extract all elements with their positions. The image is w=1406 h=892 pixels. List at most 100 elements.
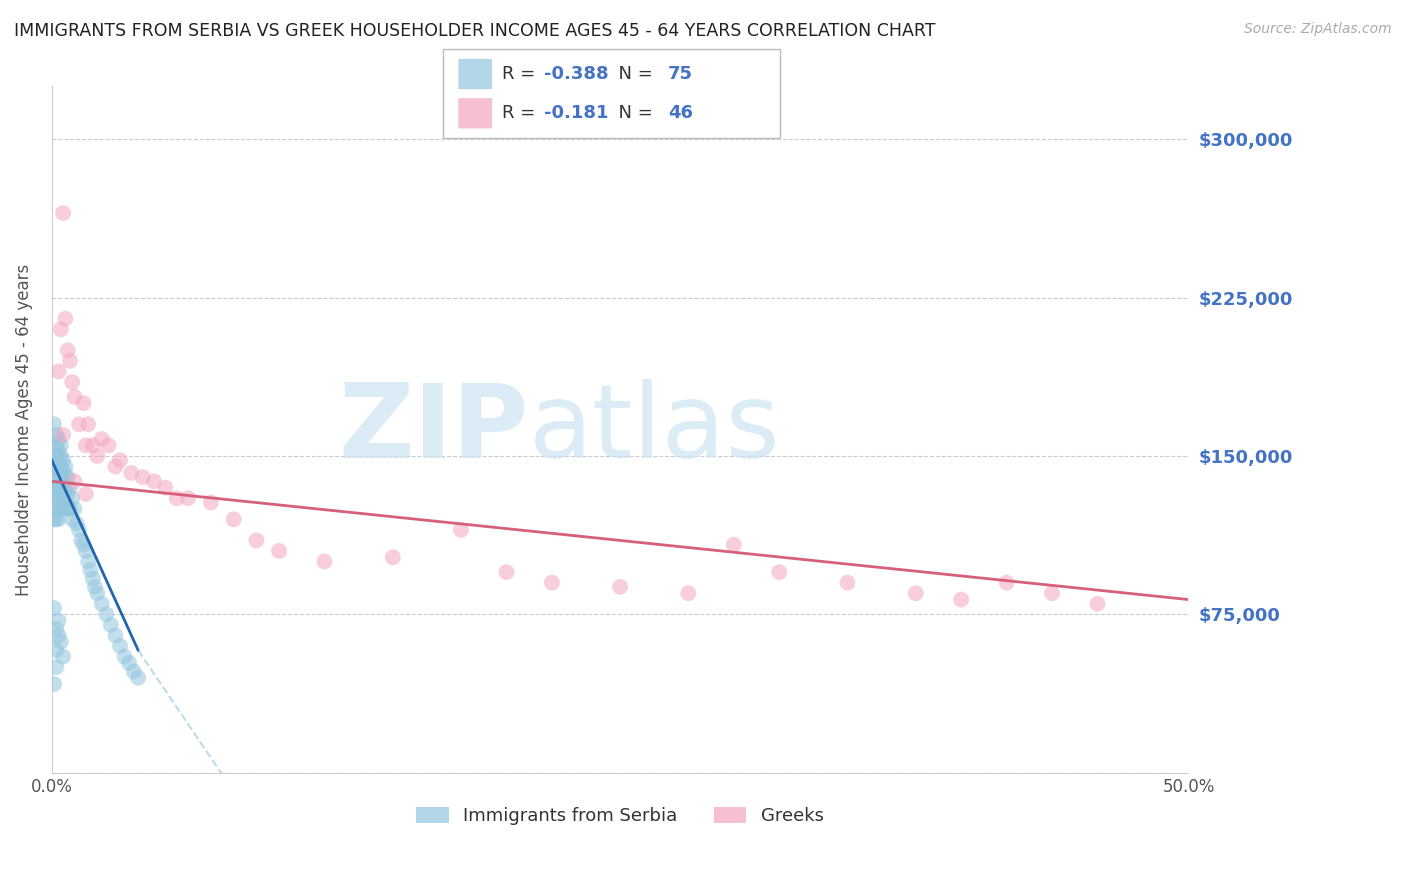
Point xyxy=(42,459,65,474)
Point xyxy=(52,453,75,467)
Point xyxy=(200,495,222,509)
Point xyxy=(48,432,70,446)
Point xyxy=(45,427,67,442)
Y-axis label: Householder Income Ages 45 - 64 years: Householder Income Ages 45 - 64 years xyxy=(15,263,32,596)
Point xyxy=(52,649,75,664)
Point xyxy=(1087,597,1109,611)
Point xyxy=(86,586,108,600)
Point xyxy=(45,449,67,463)
Point xyxy=(56,343,79,358)
Point xyxy=(48,453,70,467)
Point xyxy=(77,417,100,432)
Point xyxy=(67,417,90,432)
Point xyxy=(59,501,82,516)
Point xyxy=(837,575,859,590)
Point xyxy=(42,601,65,615)
Point xyxy=(49,470,72,484)
Point xyxy=(45,512,67,526)
Point xyxy=(75,544,97,558)
Point xyxy=(55,470,77,484)
Point xyxy=(70,533,93,548)
Point xyxy=(60,512,83,526)
Point xyxy=(52,487,75,501)
Point xyxy=(52,464,75,478)
Point xyxy=(97,438,120,452)
Point xyxy=(75,487,97,501)
Point xyxy=(131,470,153,484)
Point xyxy=(55,311,77,326)
Point xyxy=(118,656,141,670)
Point xyxy=(84,580,107,594)
Point xyxy=(45,660,67,674)
Point xyxy=(55,481,77,495)
Point xyxy=(127,671,149,685)
Point xyxy=(66,516,89,531)
Point xyxy=(48,364,70,378)
Point xyxy=(904,586,927,600)
Point xyxy=(166,491,188,506)
Point xyxy=(42,449,65,463)
Point xyxy=(56,501,79,516)
Text: atlas: atlas xyxy=(529,379,780,480)
Point xyxy=(48,470,70,484)
Text: R =: R = xyxy=(502,65,541,83)
Point xyxy=(79,563,101,577)
Point xyxy=(59,481,82,495)
Text: 46: 46 xyxy=(668,104,693,122)
Point xyxy=(72,538,94,552)
Point xyxy=(72,396,94,410)
Point xyxy=(108,639,131,653)
Point xyxy=(59,354,82,368)
Point xyxy=(56,487,79,501)
Point xyxy=(495,565,517,579)
Point xyxy=(49,481,72,495)
Point xyxy=(55,459,77,474)
Point xyxy=(96,607,118,622)
Point xyxy=(49,491,72,506)
Point xyxy=(90,597,112,611)
Point xyxy=(52,475,75,489)
Point xyxy=(49,635,72,649)
Point xyxy=(222,512,245,526)
Point xyxy=(42,481,65,495)
Point xyxy=(82,571,104,585)
Point xyxy=(995,575,1018,590)
Point xyxy=(75,438,97,452)
Point xyxy=(177,491,200,506)
Point xyxy=(63,475,86,489)
Text: N =: N = xyxy=(607,104,659,122)
Point xyxy=(86,449,108,463)
Point xyxy=(48,501,70,516)
Point xyxy=(723,538,745,552)
Point xyxy=(49,438,72,452)
Point xyxy=(45,501,67,516)
Point xyxy=(60,491,83,506)
Point xyxy=(48,444,70,458)
Text: ZIP: ZIP xyxy=(339,379,529,480)
Point xyxy=(56,470,79,484)
Point xyxy=(314,555,336,569)
Point xyxy=(120,466,142,480)
Point xyxy=(48,614,70,628)
Point xyxy=(42,512,65,526)
Point xyxy=(49,449,72,463)
Point xyxy=(49,322,72,336)
Point xyxy=(381,550,404,565)
Point xyxy=(45,491,67,506)
Point xyxy=(60,375,83,389)
Text: -0.181: -0.181 xyxy=(544,104,609,122)
Point xyxy=(48,481,70,495)
Point xyxy=(768,565,790,579)
Point xyxy=(609,580,631,594)
Point xyxy=(45,459,67,474)
Point xyxy=(678,586,700,600)
Point xyxy=(42,677,65,691)
Point xyxy=(52,501,75,516)
Point xyxy=(52,427,75,442)
Point xyxy=(269,544,291,558)
Text: -0.388: -0.388 xyxy=(544,65,609,83)
Point xyxy=(104,459,127,474)
Point xyxy=(45,438,67,452)
Text: IMMIGRANTS FROM SERBIA VS GREEK HOUSEHOLDER INCOME AGES 45 - 64 YEARS CORRELATIO: IMMIGRANTS FROM SERBIA VS GREEK HOUSEHOL… xyxy=(14,22,935,40)
Point xyxy=(48,512,70,526)
